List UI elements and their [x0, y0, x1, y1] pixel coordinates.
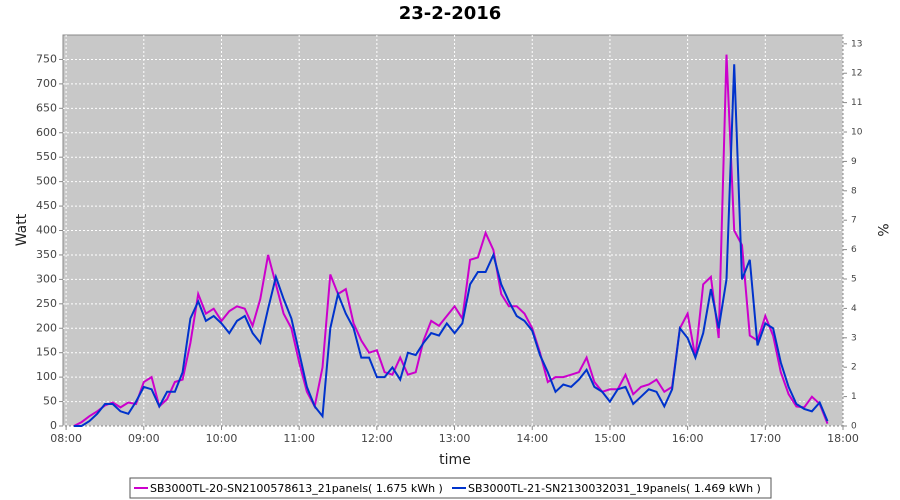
- x-tick-label: 16:00: [672, 432, 704, 445]
- y-tick-label: 300: [36, 272, 57, 285]
- y2-tick-label: 0: [851, 422, 857, 432]
- chart-title: 23-2-2016: [399, 3, 502, 24]
- y-tick-label: 550: [36, 150, 57, 163]
- x-tick-label: 12:00: [361, 432, 393, 445]
- y-tick-label: 250: [36, 297, 57, 310]
- y2-tick-label: 11: [851, 98, 862, 108]
- y2-tick-label: 3: [851, 333, 857, 343]
- y2-tick-label: 1: [851, 392, 857, 402]
- y-tick-label: 150: [36, 346, 57, 359]
- y-tick-label: 600: [36, 126, 57, 139]
- y-tick-label: 750: [36, 52, 57, 65]
- y-tick-label: 400: [36, 224, 57, 237]
- x-tick-label: 15:00: [594, 432, 626, 445]
- series-line: [73, 64, 829, 427]
- x-tick-label: 10:00: [206, 432, 238, 445]
- x-tick-label: 11:00: [283, 432, 315, 445]
- y2-tick-label: 9: [851, 157, 857, 167]
- y-tick-label: 350: [36, 248, 57, 261]
- x-tick-label: 09:00: [128, 432, 160, 445]
- y2-tick-label: 8: [851, 186, 857, 196]
- legend-label: SB3000TL-21-SN2130032031_19panels( 1.469…: [468, 482, 761, 495]
- y2-axis-label: %: [874, 223, 890, 236]
- series-line: [73, 54, 829, 427]
- x-tick-label: 18:00: [827, 432, 859, 445]
- y-tick-label: 500: [36, 175, 57, 188]
- y-tick-label: 50: [43, 395, 57, 408]
- y-tick-label: 650: [36, 101, 57, 114]
- x-tick-label: 13:00: [439, 432, 471, 445]
- y-tick-label: 450: [36, 199, 57, 212]
- legend-label: SB3000TL-20-SN2100578613_21panels( 1.675…: [150, 482, 443, 495]
- y2-tick-label: 5: [851, 275, 857, 285]
- x-tick-label: 14:00: [516, 432, 548, 445]
- y-tick-label: 0: [50, 419, 57, 432]
- y-tick-label: 100: [36, 370, 57, 383]
- y2-tick-label: 2: [851, 363, 857, 373]
- y2-tick-label: 12: [851, 69, 862, 79]
- y2-tick-label: 6: [851, 245, 857, 255]
- y-tick-label: 700: [36, 77, 57, 90]
- x-axis-label: time: [439, 452, 471, 468]
- y2-tick-label: 13: [851, 39, 862, 49]
- y2-tick-label: 4: [851, 304, 857, 314]
- x-tick-label: 08:00: [50, 432, 82, 445]
- legend-box: [129, 477, 772, 499]
- y2-tick-label: 10: [851, 128, 863, 138]
- y-axis-label: Watt: [14, 213, 30, 246]
- y2-tick-label: 7: [851, 216, 857, 226]
- y-tick-label: 200: [36, 321, 57, 334]
- x-tick-label: 17:00: [749, 432, 781, 445]
